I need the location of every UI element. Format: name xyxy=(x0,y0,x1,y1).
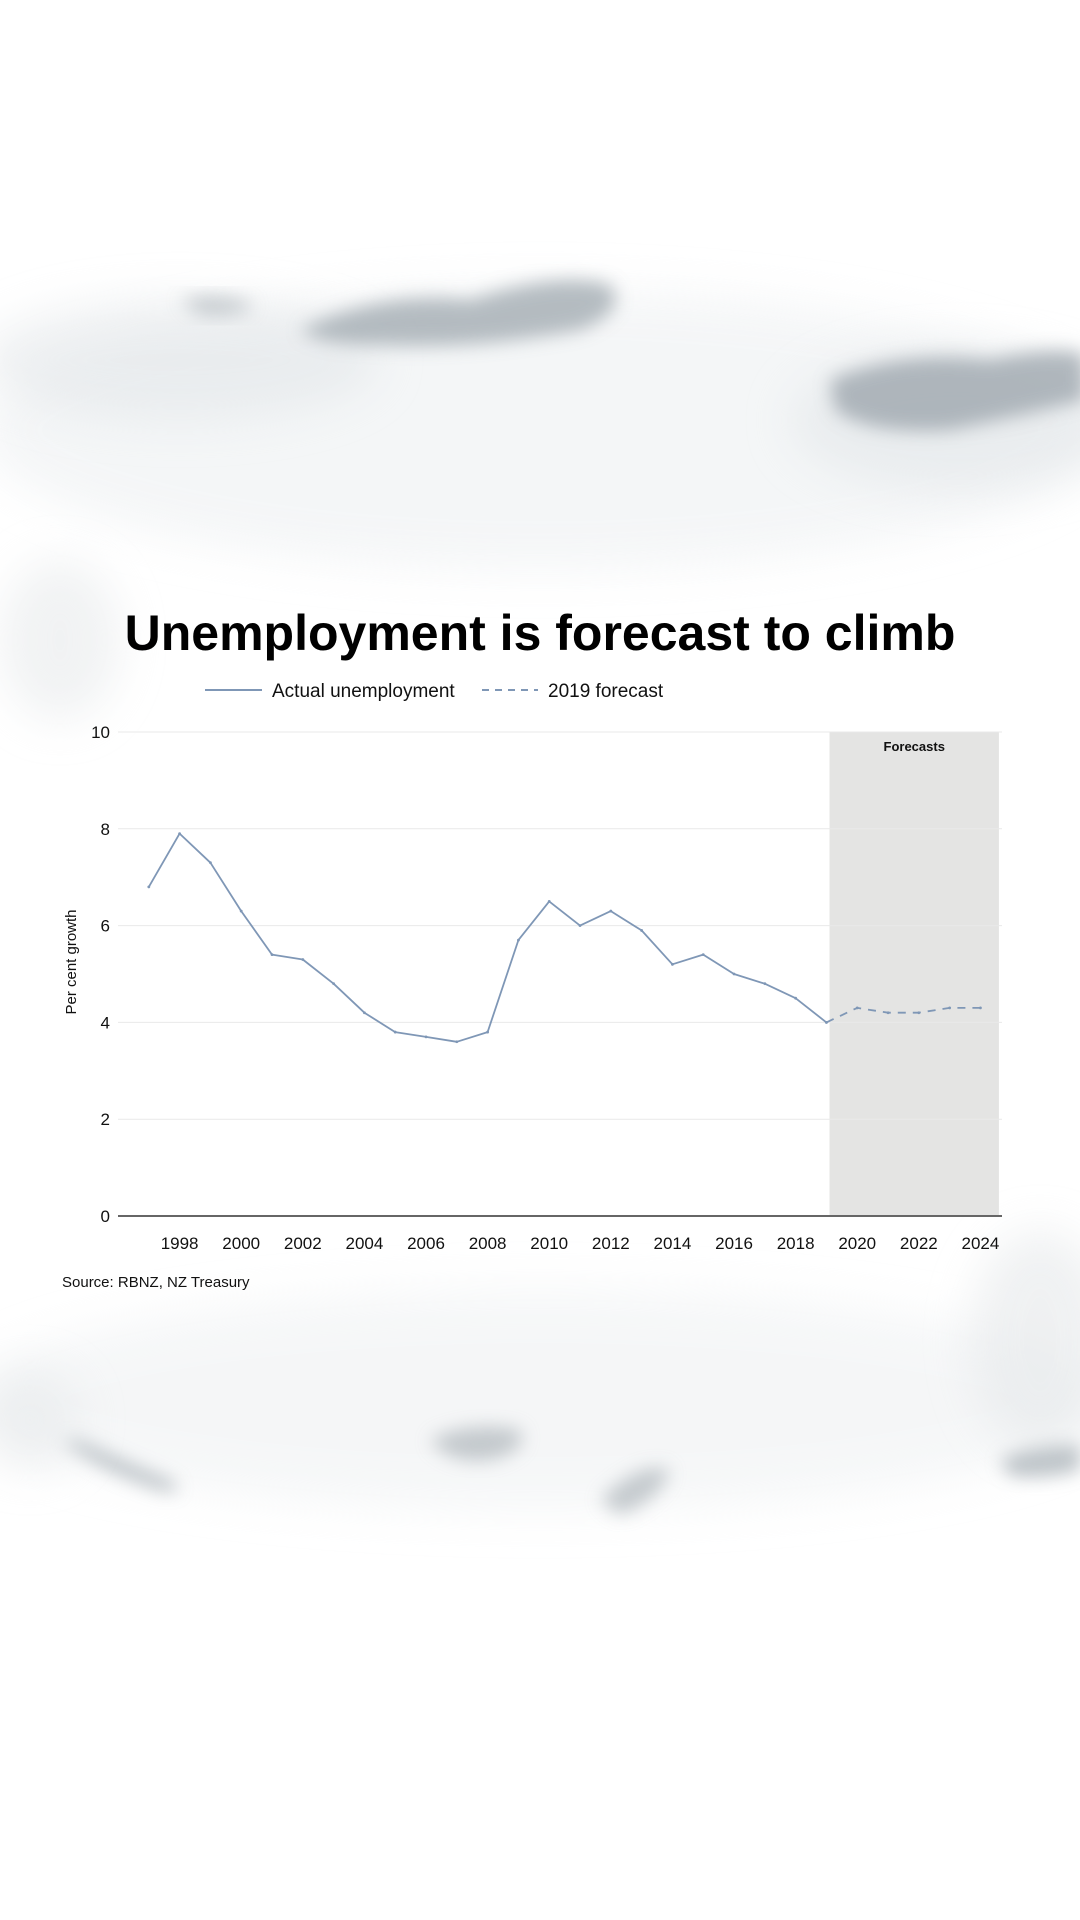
actual-data-point xyxy=(547,900,551,903)
x-tick-label: 2004 xyxy=(345,1234,383,1253)
forecast-shaded-region xyxy=(829,732,999,1216)
actual-data-point xyxy=(270,953,274,957)
actual-data-point xyxy=(424,1035,428,1039)
actual-data-point xyxy=(301,958,305,961)
actual-data-point xyxy=(209,861,212,865)
actual-data-point xyxy=(671,962,674,966)
actual-data-point xyxy=(609,909,613,913)
x-axis-ticks: 1998 2000 2002 2004 2006 2008 2010 2012 2014 2016… xyxy=(161,1234,1000,1253)
y-tick-label: 6 xyxy=(101,917,110,936)
actual-data-point xyxy=(732,972,736,976)
actual-data-point xyxy=(701,953,705,957)
x-tick-label: 2012 xyxy=(592,1234,630,1253)
top-watercolor-wash xyxy=(0,280,1080,720)
actual-data-point xyxy=(332,982,336,986)
actual-data-point xyxy=(794,996,798,1000)
chart-title: Unemployment is forecast to climb xyxy=(125,605,956,661)
legend-forecast-label: 2019 forecast xyxy=(548,681,664,702)
series-lines xyxy=(147,832,982,1044)
x-tick-label: 2014 xyxy=(654,1234,692,1253)
x-tick-label: 2018 xyxy=(777,1234,815,1253)
y-tick-label: 10 xyxy=(91,723,110,742)
forecast-data-point xyxy=(855,1006,859,1010)
forecast-data-point xyxy=(886,1011,890,1015)
y-tick-label: 2 xyxy=(101,1110,110,1129)
y-tick-label: 8 xyxy=(101,820,110,839)
x-tick-label: 2002 xyxy=(284,1234,322,1253)
y-tick-label: 0 xyxy=(101,1207,110,1226)
x-tick-label: 2008 xyxy=(469,1234,507,1253)
x-tick-label: 2022 xyxy=(900,1234,938,1253)
forecast-band-label: Forecasts xyxy=(884,739,945,754)
actual-data-point xyxy=(640,929,644,932)
forecast-band: Forecasts xyxy=(829,732,999,1216)
x-tick-label: 2024 xyxy=(962,1234,1000,1253)
x-tick-label: 2020 xyxy=(838,1234,876,1253)
x-tick-label: 2006 xyxy=(407,1234,445,1253)
legend: Actual unemployment 2019 forecast xyxy=(205,681,664,702)
bottom-watercolor-wash xyxy=(0,1230,1080,1515)
forecast-line xyxy=(826,1007,981,1024)
y-axis-label: Per cent growth xyxy=(63,909,80,1014)
actual-data-point xyxy=(517,938,520,942)
actual-data-point xyxy=(763,982,767,986)
forecast-data-point xyxy=(917,1011,921,1015)
legend-actual-label: Actual unemployment xyxy=(272,681,455,702)
actual-data-point xyxy=(393,1030,397,1034)
actual-data-point xyxy=(178,832,182,836)
forecast-data-point xyxy=(825,1021,828,1024)
forecast-data-point xyxy=(948,1006,952,1010)
actual-data-point xyxy=(363,1011,366,1015)
x-tick-label: 2010 xyxy=(530,1234,568,1253)
source-note: Source: RBNZ, NZ Treasury xyxy=(62,1274,250,1291)
x-tick-label: 2000 xyxy=(222,1234,260,1253)
forecast-data-point xyxy=(979,1006,982,1010)
gridlines xyxy=(118,731,1002,1120)
y-tick-label: 4 xyxy=(101,1013,110,1032)
actual-data-point xyxy=(455,1040,459,1044)
actual-data-point xyxy=(147,885,151,889)
actual-data-point xyxy=(486,1030,490,1034)
y-axis-ticks: 0 2 4 6 8 10 xyxy=(91,723,110,1226)
actual-data-point xyxy=(578,924,582,927)
actual-unemployment-line xyxy=(148,832,827,1043)
x-tick-label: 2016 xyxy=(715,1234,753,1253)
x-tick-label: 1998 xyxy=(161,1234,199,1253)
actual-data-point xyxy=(239,909,243,913)
